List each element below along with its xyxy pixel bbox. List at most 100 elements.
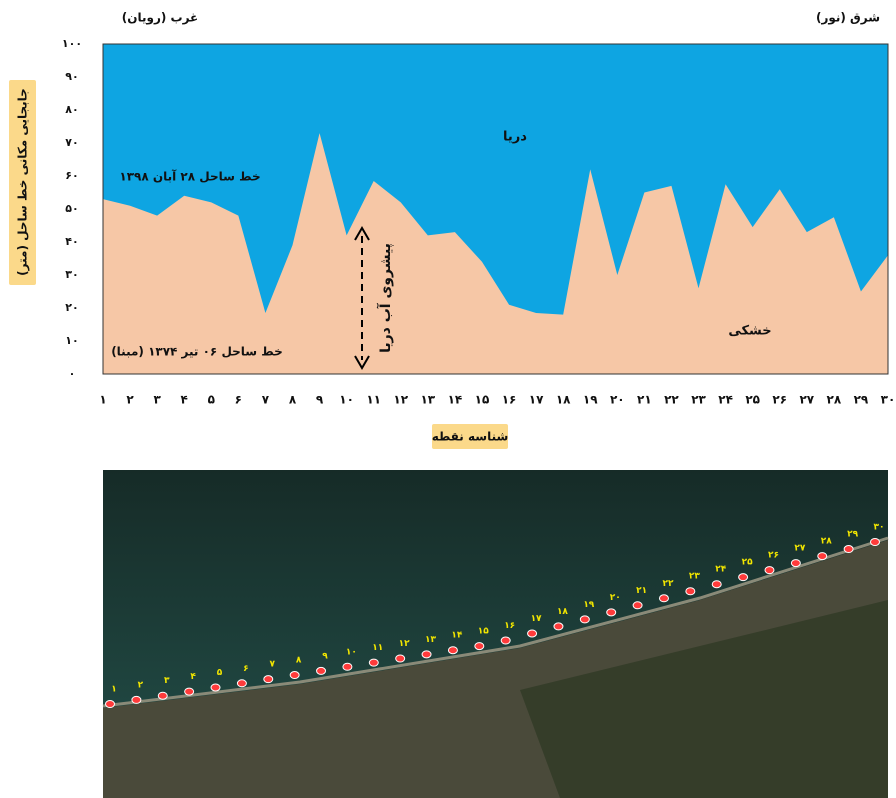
- point-marker: [527, 629, 538, 638]
- point-marker: [658, 594, 669, 603]
- y-tick-label: ۱۰۰: [62, 37, 82, 50]
- point-marker: [870, 538, 880, 546]
- x-tick-label: ۹: [316, 393, 324, 407]
- x-tick-label: ۱۸: [556, 393, 571, 407]
- point-marker-label: ۶: [243, 664, 249, 674]
- point-marker: [553, 622, 564, 631]
- x-tick-label: ۲۴: [718, 393, 733, 407]
- x-tick-label: ۲۱: [637, 393, 652, 407]
- point-marker-label: ۱۸: [557, 607, 568, 617]
- arrow-head-top: [354, 226, 370, 241]
- point-marker: [421, 650, 432, 659]
- point-marker: [447, 646, 458, 655]
- y-tick-label: ۰: [69, 367, 76, 380]
- point-marker: [342, 662, 353, 671]
- point-marker: [236, 679, 247, 688]
- point-marker-label: ۱۹: [583, 600, 594, 610]
- y-tick-label: ۷۰: [65, 136, 78, 149]
- point-marker: [711, 580, 722, 589]
- point-marker-label: ۲۴: [715, 565, 726, 575]
- point-marker: [817, 552, 828, 561]
- x-tick-label: ۲۲: [664, 393, 679, 407]
- point-marker: [500, 636, 511, 645]
- x-tick-label: ۲: [126, 393, 134, 407]
- arrow-head-bottom: [354, 355, 370, 370]
- point-marker: [632, 601, 643, 610]
- point-marker-label: ۲۱: [636, 586, 647, 596]
- point-marker: [263, 675, 274, 684]
- forest-image: [520, 600, 888, 798]
- coastline-image: [102, 536, 889, 708]
- point-marker-label: ۱۲: [399, 639, 410, 649]
- land-label: خشکی: [728, 324, 771, 339]
- x-tick-label: ۷: [262, 393, 270, 407]
- point-marker-label: ۲۵: [742, 558, 753, 568]
- y-tick-label: ۴۰: [65, 235, 78, 248]
- x-tick-label: ۱۶: [502, 393, 517, 407]
- point-marker-label: ۱۰: [346, 647, 357, 657]
- point-marker-label: ۲: [138, 680, 144, 690]
- x-tick-label: ۵: [208, 393, 215, 407]
- y-tick-label: ۸۰: [65, 103, 78, 116]
- x-tick-label: ۱۹: [583, 393, 598, 407]
- point-marker: [184, 687, 195, 696]
- point-marker-label: ۲۷: [794, 544, 805, 554]
- point-marker: [395, 654, 406, 663]
- y-tick-label: ۳۰: [65, 268, 78, 281]
- point-marker-label: ۱۱: [372, 643, 383, 653]
- x-tick-label: ۱: [99, 393, 106, 407]
- x-tick-label: ۲۷: [799, 393, 814, 407]
- x-tick-label: ۲۰: [610, 393, 625, 407]
- east-label: شرق (نور): [816, 11, 880, 26]
- point-marker-label: ۳: [164, 676, 170, 686]
- point-marker: [210, 683, 221, 692]
- x-label-box: [432, 424, 508, 449]
- x-tick-label: ۳۰: [881, 393, 896, 407]
- point-marker-label: ۱۴: [451, 631, 462, 641]
- point-marker-label: ۳۰: [874, 523, 885, 533]
- point-marker-label: ۲۰: [610, 593, 621, 603]
- land-area: [103, 133, 888, 374]
- x-tick-label: ۱۷: [529, 393, 544, 407]
- y-label-box: [9, 80, 36, 285]
- y-tick-label: ۵۰: [65, 202, 78, 215]
- point-marker-label: ۲۸: [821, 537, 832, 547]
- base-line-label: خط ساحل ۰۶ تیر ۱۳۷۴ (مبنا): [111, 345, 283, 359]
- x-axis-label: شناسه نقطه: [432, 430, 509, 444]
- point-marker: [843, 545, 854, 554]
- x-tick-label: ۱۲: [393, 393, 408, 407]
- x-tick-label: ۱۳: [420, 393, 435, 407]
- y-tick-label: ۲۰: [65, 301, 78, 314]
- point-marker-label: ۲۹: [847, 530, 858, 540]
- arrow-label: پیشروی آب دریا: [376, 243, 394, 353]
- point-marker: [368, 658, 379, 667]
- point-marker: [764, 566, 775, 575]
- point-marker: [105, 700, 115, 708]
- sea-label: دریا: [503, 130, 527, 145]
- x-tick-label: ۲۳: [691, 393, 706, 407]
- x-tick-label: ۱۰: [339, 393, 354, 407]
- point-marker: [157, 691, 168, 700]
- point-marker-label: ۲۶: [768, 551, 779, 561]
- x-tick-label: ۶: [235, 393, 242, 407]
- point-marker-label: ۱۳: [425, 635, 436, 645]
- point-marker-label: ۵: [217, 668, 223, 678]
- current-line-label: خط ساحل ۲۸ آبان ۱۳۹۸: [119, 169, 260, 184]
- x-tick-label: ۲۸: [827, 393, 842, 407]
- x-tick-label: ۳: [153, 393, 161, 407]
- x-tick-label: ۲۹: [854, 393, 869, 407]
- x-tick-label: ۱۱: [366, 393, 381, 407]
- point-marker-label: ۷: [270, 660, 276, 670]
- x-tick-label: ۱۴: [448, 393, 463, 407]
- west-label: غرب (رویان): [122, 11, 199, 26]
- x-tick-label: ۴: [181, 393, 188, 407]
- x-tick-label: ۸: [289, 393, 297, 407]
- x-tick-label: ۲۵: [745, 393, 760, 407]
- point-marker: [316, 666, 327, 675]
- point-markers: ۱ ۲ ۳ ۴ ۵ ۶ ۷ ۸ ۹ ۱۰ ۱۱ ۱۲ ۱۳ ۱۴ ۱۵۱۶۱۷۱۸۱۹۲۰۲۱۲۲۲۳۲۴۲…: [105, 523, 885, 708]
- y-tick-label: ۱۰: [65, 334, 78, 347]
- point-marker: [685, 587, 696, 596]
